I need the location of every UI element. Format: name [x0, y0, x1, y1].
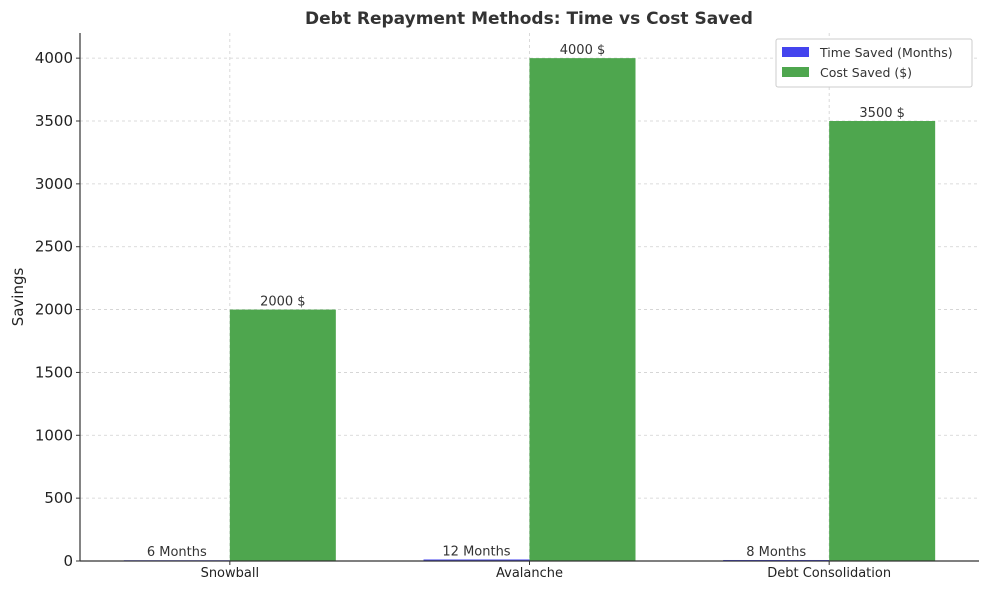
x-tick-label: Snowball — [201, 566, 260, 581]
bar-data-label: 3500 $ — [859, 106, 905, 121]
x-tick-label: Debt Consolidation — [767, 566, 891, 581]
legend-swatch — [782, 67, 809, 77]
legend-box — [775, 38, 973, 88]
y-tick-label: 2500 — [35, 238, 73, 256]
x-tick-label: Avalanche — [496, 566, 563, 581]
legend-entry: Cost Saved ($) — [820, 65, 912, 80]
y-axis-label: Savings — [9, 268, 27, 327]
legend-entry: Time Saved (Months) — [819, 45, 953, 60]
bar-data-label: 4000 $ — [560, 43, 606, 58]
chart-title: Debt Repayment Methods: Time vs Cost Sav… — [305, 9, 753, 29]
bar-data-label: 12 Months — [442, 544, 510, 559]
y-tick-label: 3000 — [35, 175, 73, 193]
bar-time-saved — [423, 559, 530, 561]
y-tick-label: 500 — [44, 489, 73, 507]
y-tick-label: 2000 — [35, 301, 73, 319]
data-labels: 6 Months 12 Months 8 Months 2000 $ 4000 $ 350… — [147, 43, 905, 560]
bar-cost-saved — [529, 58, 636, 562]
bar-cost-saved — [229, 309, 336, 561]
legend: Time Saved (Months) Cost Saved ($) — [775, 38, 973, 88]
bar-data-label: 2000 $ — [260, 295, 306, 310]
y-tick-label: 3500 — [35, 112, 73, 130]
legend-swatch — [782, 47, 809, 57]
bar-cost-saved — [829, 121, 936, 561]
y-tick-label: 0 — [63, 552, 73, 570]
y-tick-label: 1500 — [35, 363, 73, 381]
axes: 0 500 1000 1500 2000 2500 3000 3500 4000 Snowball… — [35, 33, 979, 581]
bar-data-label: 6 Months — [147, 545, 207, 560]
y-tick-label: 1000 — [35, 426, 73, 444]
bar-data-label: 8 Months — [746, 545, 806, 560]
y-tick-label: 4000 — [35, 49, 73, 67]
bars — [123, 58, 936, 562]
